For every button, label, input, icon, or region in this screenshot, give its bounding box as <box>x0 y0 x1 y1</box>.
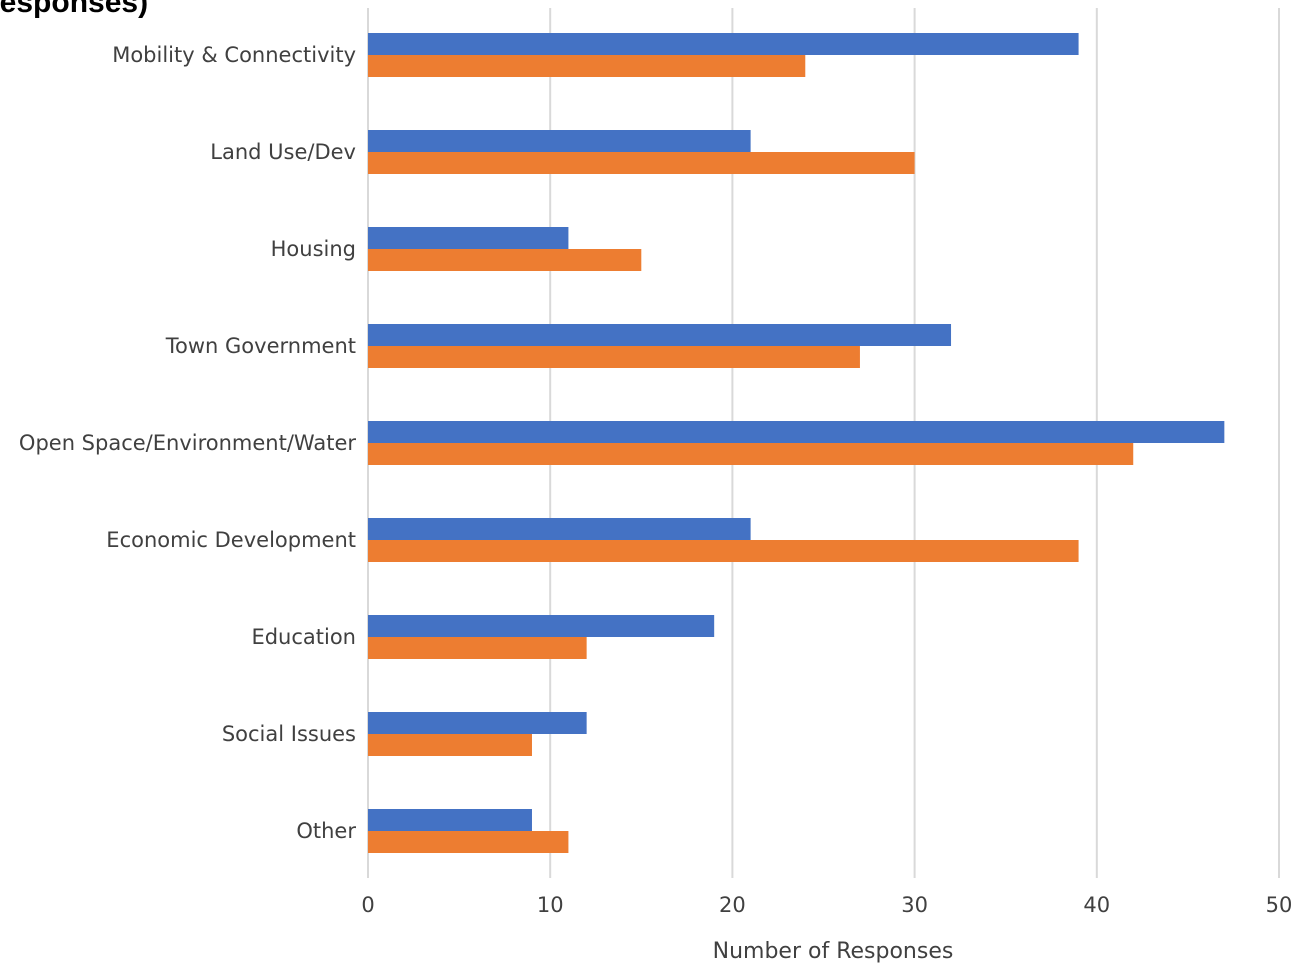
category-label: Other <box>296 819 356 843</box>
x-tick-label: 50 <box>1266 893 1293 917</box>
category-labels: Mobility & Connectivity Land Use/Dev Housi… <box>19 43 356 843</box>
category-label: Town Government <box>165 334 356 358</box>
bar-series-2 <box>368 637 587 659</box>
bar-series-1 <box>368 421 1225 443</box>
bar-series-1 <box>368 615 715 637</box>
bar-series-1 <box>368 130 751 152</box>
bar-series-1 <box>368 518 751 540</box>
bar-series-1 <box>368 712 587 734</box>
x-axis-title: Number of Responses <box>713 939 954 964</box>
bar-series-2 <box>368 443 1134 465</box>
x-tick-label: 0 <box>361 893 374 917</box>
x-tick-label: 20 <box>719 893 746 917</box>
x-tick-label: 30 <box>901 893 928 917</box>
bar-series-2 <box>368 55 806 77</box>
bars <box>368 33 1225 853</box>
bar-series-2 <box>368 540 1079 562</box>
bar-series-2 <box>368 152 915 174</box>
x-tick-label: 40 <box>1083 893 1110 917</box>
category-label: Land Use/Dev <box>210 140 356 164</box>
bar-series-2 <box>368 346 860 368</box>
x-tick-label: 10 <box>537 893 564 917</box>
category-label: Economic Development <box>106 528 356 552</box>
x-tick-labels: 0 10 20 30 40 50 <box>361 893 1292 917</box>
bar-series-2 <box>368 249 642 271</box>
bar-series-1 <box>368 809 532 831</box>
category-label: Mobility & Connectivity <box>112 43 356 67</box>
bar-series-2 <box>368 831 569 853</box>
category-label: Housing <box>271 237 356 261</box>
category-label: Social Issues <box>222 722 356 746</box>
category-label: Education <box>251 625 356 649</box>
category-label: Open Space/Environment/Water <box>19 431 356 455</box>
chart-title: responses) <box>0 0 149 19</box>
bar-series-1 <box>368 324 952 346</box>
bar-series-1 <box>368 33 1079 55</box>
bar-series-1 <box>368 227 569 249</box>
bar-series-2 <box>368 734 532 756</box>
